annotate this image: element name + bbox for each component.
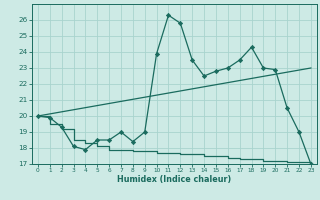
X-axis label: Humidex (Indice chaleur): Humidex (Indice chaleur): [117, 175, 232, 184]
